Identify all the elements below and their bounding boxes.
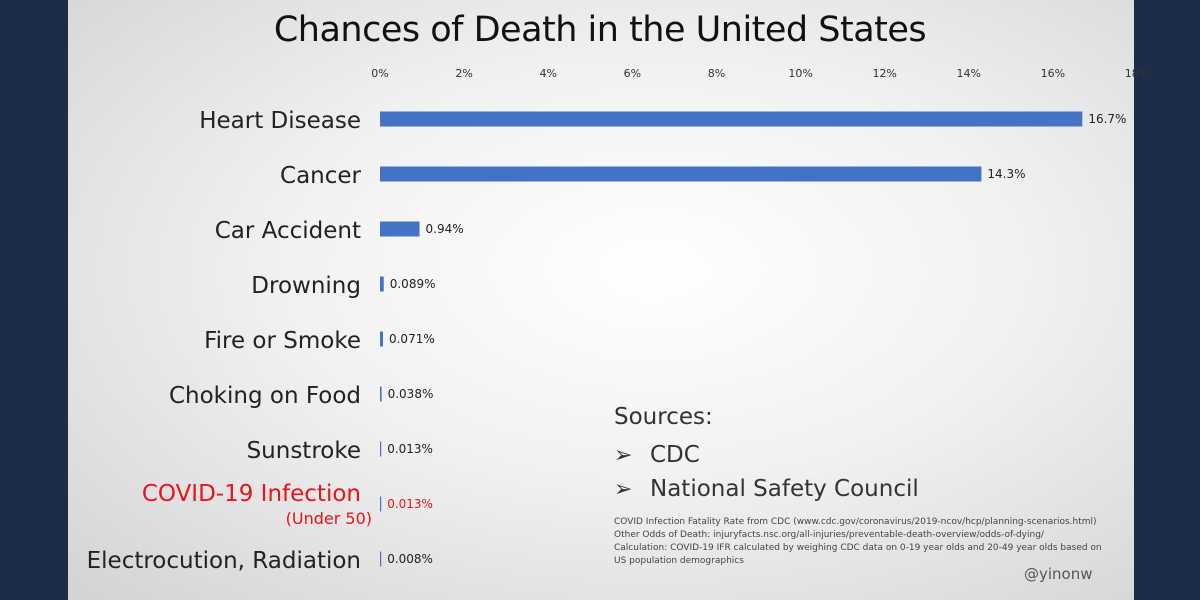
sources-panel: Sources: ➢ CDC ➢ National Safety Council: [614, 404, 919, 506]
source-label: National Safety Council: [650, 476, 919, 502]
x-tick-label: 16%: [1041, 67, 1065, 80]
source-label: CDC: [650, 442, 700, 468]
category-label: Cancer: [280, 163, 362, 189]
category-label: Drowning: [251, 273, 361, 299]
x-tick-label: 12%: [872, 67, 896, 80]
footnotes: COVID Infection Fatality Rate from CDC (…: [614, 516, 1114, 568]
bar: [380, 497, 381, 512]
data-label: 0.013%: [387, 442, 433, 456]
footnote-line: COVID Infection Fatality Rate from CDC (…: [614, 516, 1114, 529]
slide-frame: 0% 2% 4% 6% 8% 10% 12% 14% 16% 18% Heart Disease 16…: [0, 0, 1200, 600]
data-label: 0.013%: [387, 497, 433, 511]
x-tick-label: 10%: [788, 67, 812, 80]
bar: [380, 112, 1082, 127]
category-note: (Under 50): [286, 509, 372, 528]
data-label: 0.94%: [426, 222, 464, 236]
chart-title: Chances of Death in the United States: [0, 10, 1200, 50]
x-tick-label: 6%: [624, 67, 641, 80]
category-label: Heart Disease: [199, 108, 361, 134]
category-label: Fire or Smoke: [204, 328, 361, 354]
bar: [380, 167, 981, 182]
bar: [380, 442, 381, 457]
x-tick-label: 8%: [708, 67, 725, 80]
bar: [380, 332, 383, 347]
data-label: 0.038%: [388, 387, 434, 401]
bar: [380, 387, 382, 402]
source-item: ➢ CDC: [614, 438, 919, 472]
category-label: COVID-19 Infection: [142, 481, 361, 507]
sources-heading: Sources:: [614, 404, 919, 430]
bar: [380, 552, 381, 567]
footnote-line: Calculation: COVID-19 IFR calculated by …: [614, 542, 1114, 555]
data-label: 0.071%: [389, 332, 435, 346]
arrow-bullet-icon: ➢: [614, 439, 650, 473]
x-tick-label: 2%: [455, 67, 472, 80]
data-label: 14.3%: [987, 167, 1025, 181]
category-label: Car Accident: [215, 218, 361, 244]
x-tick-label: 0%: [371, 67, 388, 80]
x-tick-label: 4%: [539, 67, 556, 80]
source-item: ➢ National Safety Council: [614, 472, 919, 506]
data-label: 0.089%: [390, 277, 436, 291]
footnote-line: Other Odds of Death: injuryfacts.nsc.org…: [614, 529, 1114, 542]
author-handle: @yinonw: [1024, 565, 1093, 583]
x-tick-label: 18%: [1125, 67, 1149, 80]
bar: [380, 222, 420, 237]
bar: [380, 277, 384, 292]
arrow-bullet-icon: ➢: [614, 473, 650, 507]
category-label: Electrocution, Radiation: [87, 548, 361, 574]
x-tick-label: 14%: [957, 67, 981, 80]
bar-chart: 0% 2% 4% 6% 8% 10% 12% 14% 16% 18% Heart Disease 16…: [0, 0, 1200, 600]
category-label: Choking on Food: [169, 383, 361, 409]
data-label: 0.008%: [387, 552, 433, 566]
category-label: Sunstroke: [247, 438, 361, 464]
data-label: 16.7%: [1088, 112, 1126, 126]
